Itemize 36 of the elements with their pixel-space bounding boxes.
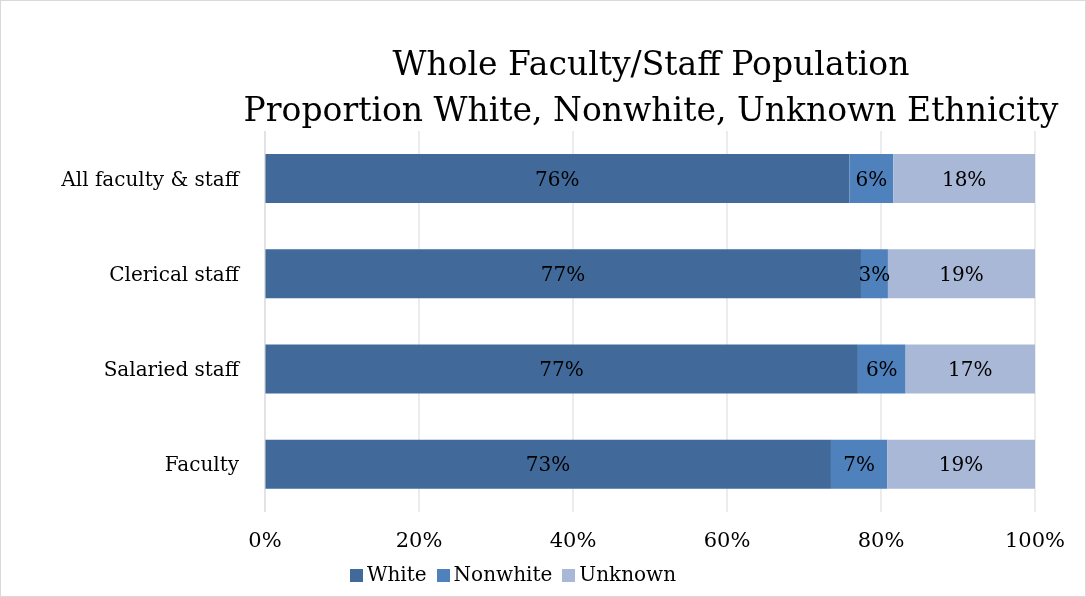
x-tick-label: 0% (248, 527, 282, 552)
data-label: 19% (939, 261, 984, 286)
data-label: 17% (948, 357, 993, 381)
data-label: 6% (865, 357, 898, 381)
x-tick-label: 60% (703, 527, 751, 552)
bar (887, 249, 1035, 299)
bar (830, 439, 888, 489)
bar (905, 344, 1035, 394)
data-label: 73% (525, 452, 571, 477)
x-tick-label: 40% (549, 527, 597, 552)
y-tick-label: Salaried staff (103, 357, 241, 382)
bar (265, 154, 850, 203)
bar (265, 439, 831, 489)
bar (887, 439, 1035, 489)
x-tick-label: 80% (857, 527, 905, 552)
chart-title: Whole Faculty/Staff Population Proportion White, Nonwhite, Unknown Ethnicity (242, 43, 1060, 131)
x-tick-label: 100% (1004, 527, 1066, 552)
data-label: 18% (941, 166, 987, 191)
legend-label: White (366, 562, 427, 586)
y-tick-label: All faculty & staff (60, 166, 241, 191)
data-label: 76% (534, 166, 580, 191)
data-label: 3% (858, 261, 891, 286)
bar (893, 154, 1035, 203)
data-label: 77% (539, 357, 584, 381)
bar (265, 344, 858, 394)
y-tick-label: Clerical staff (109, 261, 241, 286)
x-tick-label: 20% (395, 527, 443, 552)
y-tick-label: Faculty (164, 452, 240, 477)
legend-label: Nonwhite (453, 562, 553, 586)
data-label: 77% (540, 261, 586, 286)
bar (857, 344, 906, 394)
data-label: 6% (855, 166, 888, 191)
legend-label: Unknown (579, 562, 677, 586)
data-label: 7% (843, 452, 875, 477)
data-label: 19% (938, 452, 984, 477)
bar (265, 249, 861, 299)
